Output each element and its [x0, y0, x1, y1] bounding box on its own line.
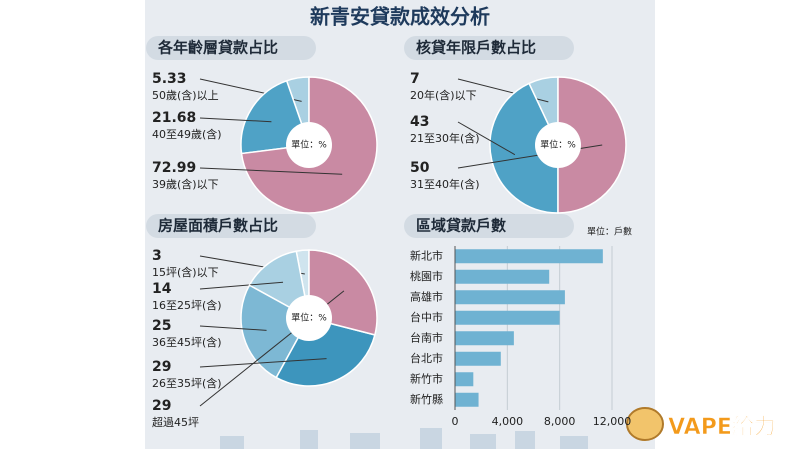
bar — [455, 249, 603, 264]
watermark: VAPE給力 — [626, 407, 776, 441]
section-title: 核貸年限戶數占比 — [416, 39, 536, 57]
slice-value: 25 — [152, 318, 171, 334]
y-tick-label: 新北市 — [410, 248, 443, 262]
y-tick-label: 台北市 — [410, 351, 443, 365]
x-tick-label: 0 — [452, 415, 459, 428]
leader-line — [199, 358, 327, 368]
unit-label: 單位：% — [291, 312, 327, 324]
slice-label: 26至35坪(含) — [152, 376, 222, 390]
x-tick-label: 4,000 — [492, 415, 524, 428]
slice-value: 3 — [152, 248, 162, 264]
slice-label: 20年(含)以下 — [410, 88, 477, 102]
section-title: 區域貸款戶數 — [416, 217, 506, 235]
slice-value: 72.99 — [152, 160, 196, 176]
section-banner — [404, 214, 574, 238]
x-tick-label: 8,000 — [544, 415, 576, 428]
slice-label: 31至40年(含) — [410, 177, 480, 191]
y-tick-label: 新竹市 — [410, 371, 443, 385]
skyline — [220, 428, 588, 449]
bar — [455, 331, 514, 346]
leader-line — [199, 117, 272, 123]
unit-label: 單位：戶數 — [587, 226, 632, 238]
leader-line — [199, 325, 267, 331]
bar — [455, 310, 560, 325]
leader-line — [199, 167, 343, 175]
slice-label: 39歲(含)以下 — [152, 177, 219, 191]
pie-slice — [557, 76, 627, 214]
bar — [455, 351, 501, 366]
slice-label: 16至25坪(含) — [152, 298, 222, 312]
page-title: 新青安貸款成效分析 — [310, 5, 490, 29]
slice-label: 36至45坪(含) — [152, 335, 222, 349]
section-banner — [146, 214, 316, 238]
y-tick-label: 台南市 — [410, 330, 443, 344]
section-title: 房屋面積戶數占比 — [158, 217, 278, 235]
slice-value: 7 — [410, 71, 420, 87]
unit-label: 單位：% — [540, 139, 576, 151]
pie-center — [286, 122, 332, 168]
y-tick-label: 新竹縣 — [410, 392, 443, 406]
pie-slice — [240, 284, 311, 379]
leader-line — [199, 281, 284, 290]
slice-label: 50歲(含)以上 — [152, 88, 219, 102]
slice-value: 43 — [410, 114, 429, 130]
section-banner — [404, 36, 574, 60]
pie-center — [535, 122, 581, 168]
bar — [455, 290, 565, 305]
slice-value: 50 — [410, 160, 430, 176]
bar — [455, 372, 474, 387]
slice-label: 超過45坪 — [152, 415, 199, 429]
pie-slice — [489, 82, 559, 214]
watermark-text: VAPE給力 — [668, 414, 776, 440]
slice-value: 21.68 — [152, 110, 196, 126]
y-tick-label: 高雄市 — [410, 289, 443, 303]
slice-label: 15坪(含)以下 — [152, 265, 219, 279]
section-title: 各年齡層貸款占比 — [157, 39, 278, 57]
section-banner — [146, 36, 316, 60]
bar — [455, 269, 550, 284]
slice-value: 5.33 — [152, 71, 187, 87]
y-tick-label: 台中市 — [410, 310, 443, 324]
slice-label: 40至49歲(含) — [152, 127, 222, 141]
unit-label: 單位：% — [291, 139, 327, 151]
y-tick-label: 桃園市 — [410, 269, 443, 283]
leader-line — [457, 121, 516, 156]
slice-label: 21至30年(含) — [410, 131, 480, 145]
slice-value: 14 — [152, 281, 172, 297]
pie-center — [286, 295, 332, 341]
bar — [455, 392, 479, 407]
slice-value: 29 — [152, 398, 171, 414]
slice-value: 29 — [152, 359, 171, 375]
x-tick-label: 12,000 — [593, 415, 632, 428]
